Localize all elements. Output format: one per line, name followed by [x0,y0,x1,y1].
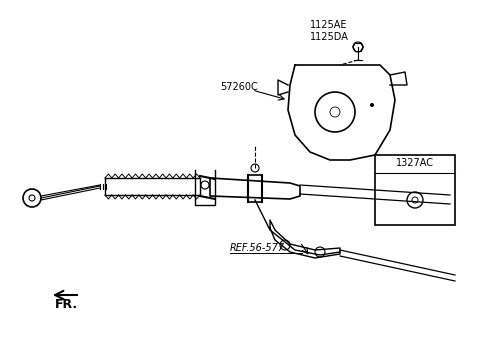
Circle shape [370,103,374,107]
Text: 57260C: 57260C [220,82,258,92]
Text: 1125DA: 1125DA [310,32,349,42]
Text: FR.: FR. [55,299,78,311]
Text: 1327AC: 1327AC [396,158,434,168]
Bar [375,155,455,225]
Text: 1125AE: 1125AE [310,20,348,30]
Text: REF.56-577: REF.56-577 [230,243,285,253]
